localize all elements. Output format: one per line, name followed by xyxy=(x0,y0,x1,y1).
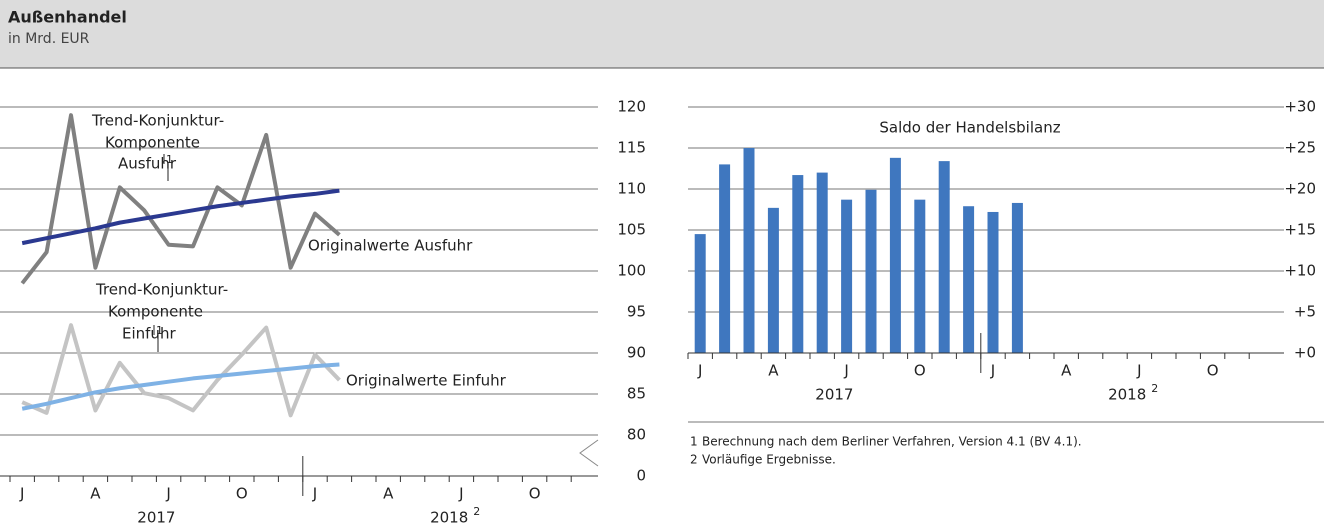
series-label: Trend-Konjunktur- xyxy=(95,281,228,299)
line-series xyxy=(21,188,340,246)
y-tick-label: +25 xyxy=(1284,139,1316,157)
x-tick-label: J xyxy=(697,362,702,380)
footnote-mark: 1 xyxy=(690,435,698,449)
bar xyxy=(889,157,901,353)
bar xyxy=(719,164,731,353)
x-tick-label: J xyxy=(312,485,317,503)
y-tick-label: 115 xyxy=(617,139,646,157)
y-tick-label: +30 xyxy=(1284,98,1316,116)
x-tick-label: J xyxy=(19,485,24,503)
header-band xyxy=(0,0,1324,68)
title: Außenhandel xyxy=(8,8,127,27)
x-tick-label: A xyxy=(383,485,394,503)
y-tick-label: 120 xyxy=(617,98,646,116)
year-label: 2017 xyxy=(137,509,175,527)
series-note: 1 xyxy=(166,153,173,166)
y-tick-label: 110 xyxy=(617,180,646,198)
year-label: 2017 xyxy=(815,386,853,404)
axis-break xyxy=(579,439,599,467)
x-tick-label: J xyxy=(458,485,463,503)
series-label: Einfuhr xyxy=(122,325,176,343)
y-tick-label: +5 xyxy=(1294,303,1316,321)
y-tick-label: 85 xyxy=(627,385,646,403)
y-tick-label: 0 xyxy=(636,467,646,485)
footnote-text: Vorläufige Ergebnisse. xyxy=(702,453,836,467)
bar xyxy=(792,175,804,353)
bar xyxy=(767,207,779,353)
year-label: 2018 xyxy=(1108,386,1146,404)
bar xyxy=(865,189,877,353)
bar xyxy=(987,211,999,353)
series-label: Ausfuhr xyxy=(118,155,177,173)
x-tick-label: O xyxy=(914,362,926,380)
bar xyxy=(914,199,926,353)
y-tick-label: 105 xyxy=(617,221,646,239)
year-label: 2018 xyxy=(430,509,468,527)
line-series xyxy=(21,323,341,418)
series-label: Trend-Konjunktur- xyxy=(91,112,224,130)
bar xyxy=(841,199,853,353)
bar xyxy=(816,172,828,353)
series-label: Komponente xyxy=(105,134,200,152)
series-note: 1 xyxy=(156,324,163,337)
bar xyxy=(1011,202,1023,353)
bar xyxy=(694,234,706,353)
x-tick-label: J xyxy=(165,485,170,503)
y-tick-label: 80 xyxy=(627,426,646,444)
subtitle: in Mrd. EUR xyxy=(8,31,90,47)
footnote-mark: 2 xyxy=(690,453,698,467)
chart-title: Saldo der Handelsbilanz xyxy=(879,119,1060,137)
x-tick-label: A xyxy=(1061,362,1072,380)
y-tick-label: +10 xyxy=(1284,262,1316,280)
y-tick-label: +0 xyxy=(1294,344,1316,362)
y-tick-label: 95 xyxy=(627,303,646,321)
x-tick-label: J xyxy=(1136,362,1141,380)
x-tick-label: O xyxy=(236,485,248,503)
x-tick-label: J xyxy=(990,362,995,380)
series-label: Originalwerte Einfuhr xyxy=(346,372,507,390)
x-tick-label: O xyxy=(529,485,541,503)
series-label: Komponente xyxy=(108,303,203,321)
bar xyxy=(743,148,755,353)
y-tick-label: 90 xyxy=(627,344,646,362)
line-series xyxy=(20,113,341,285)
line-series xyxy=(21,362,340,411)
bar xyxy=(963,206,975,353)
x-tick-label: O xyxy=(1207,362,1219,380)
x-tick-label: A xyxy=(768,362,779,380)
year-note: 2 xyxy=(473,505,480,518)
bar xyxy=(938,161,950,353)
y-tick-label: 100 xyxy=(617,262,646,280)
series-label: Originalwerte Ausfuhr xyxy=(308,237,473,255)
year-note: 2 xyxy=(1151,382,1158,395)
x-tick-label: A xyxy=(90,485,101,503)
y-tick-label: +15 xyxy=(1284,221,1316,239)
x-tick-label: J xyxy=(843,362,848,380)
y-tick-label: +20 xyxy=(1284,180,1316,198)
footnote-text: Berechnung nach dem Berliner Verfahren, … xyxy=(702,435,1082,449)
